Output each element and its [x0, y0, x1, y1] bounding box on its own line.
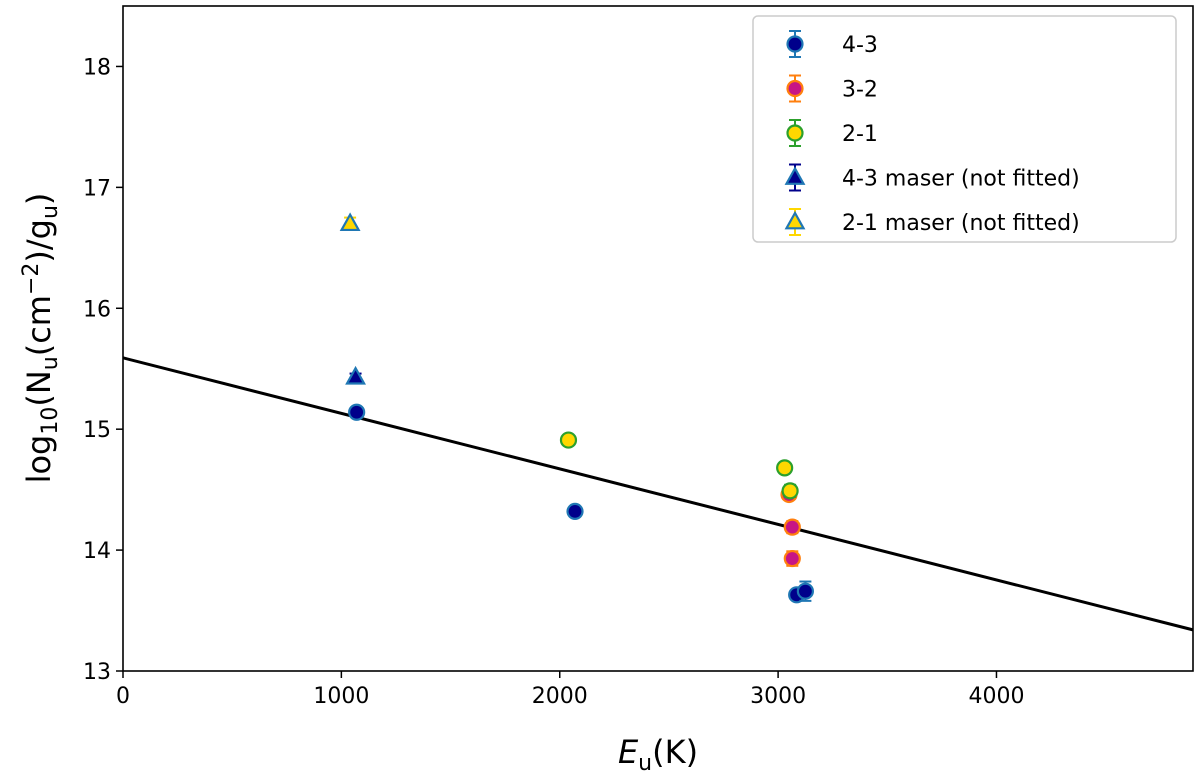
legend-marker	[786, 124, 804, 142]
x-axis-title: Eu(K)	[618, 733, 698, 776]
data-point	[559, 431, 578, 449]
fit-line	[122, 356, 1194, 632]
data-point	[348, 403, 366, 421]
legend-item-4-3-maser-not-fitted: 4-3 maser (not fitted)	[784, 163, 1080, 192]
legend-marker	[786, 79, 804, 98]
legend-item-2-1: 2-1	[786, 119, 878, 147]
legend-label: 2-1 maser (not fitted)	[842, 211, 1080, 236]
legend-label: 2-1	[842, 122, 878, 147]
data-point	[783, 549, 801, 568]
y-tick-label: 18	[83, 55, 111, 80]
series-4-3	[348, 403, 814, 604]
legend-item-4-3: 4-3	[786, 30, 878, 58]
legend-item-2-1-maser-not-fitted: 2-1 maser (not fitted)	[784, 208, 1080, 236]
y-tick-label: 13	[83, 660, 111, 685]
data-point	[781, 482, 799, 500]
plot-frame	[122, 5, 1194, 672]
y-tick-label: 16	[83, 297, 111, 322]
legend-marker	[786, 35, 804, 53]
series-2-1-maser-not-fitted	[339, 212, 361, 232]
x-tick-label: 2000	[532, 684, 588, 709]
legend-label: 4-3	[842, 33, 878, 58]
legend-marker	[784, 166, 806, 185]
data-point	[776, 459, 794, 477]
legend-marker	[784, 210, 806, 230]
x-tick-label: 3000	[750, 684, 806, 709]
y-tick-label: 15	[83, 418, 111, 443]
data-point	[796, 582, 814, 600]
series-2-1	[559, 431, 799, 500]
series-4-3-maser-not-fitted	[345, 365, 366, 385]
y-tick-label: 14	[83, 539, 111, 564]
legend-item-3-2: 3-2	[786, 74, 878, 103]
data-point	[783, 518, 801, 536]
x-tick-label: 0	[116, 684, 130, 709]
y-axis-title: log10(Nu(cm−2)/gu)	[19, 193, 63, 484]
legend-box	[752, 15, 1177, 243]
data-point	[339, 212, 361, 232]
x-tick-label: 1000	[313, 684, 369, 709]
y-tick-label: 17	[83, 176, 111, 201]
x-tick-label: 4000	[968, 684, 1024, 709]
data-point	[345, 365, 366, 385]
legend: 4-3 3-2 2-1 4-3 maser (not fitted) 2-1 maser…	[752, 15, 1177, 243]
legend-label: 3-2	[842, 78, 878, 103]
legend-label: 4-3 maser (not fitted)	[842, 167, 1080, 192]
data-point	[566, 502, 584, 520]
